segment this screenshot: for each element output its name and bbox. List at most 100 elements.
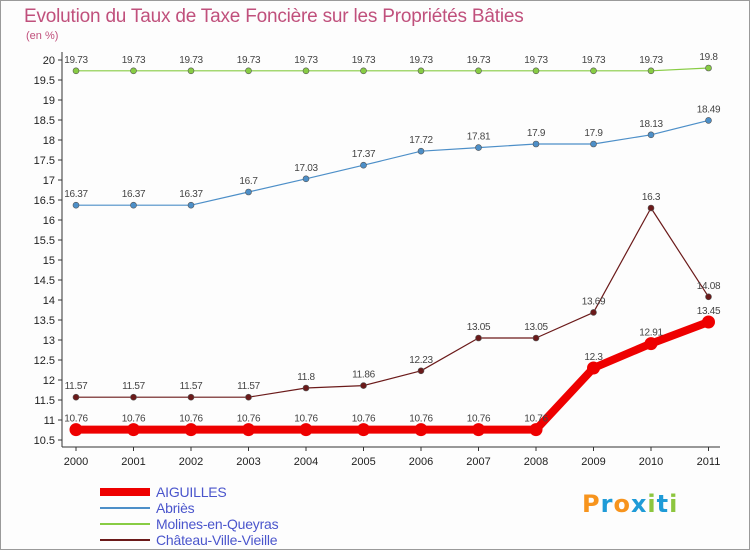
data-point-chateau-ville-vieille — [302, 384, 310, 392]
y-tick-label: 13 — [43, 335, 55, 347]
data-label-aiguilles: 10.76 — [352, 414, 376, 425]
data-label-abries: 16.37 — [179, 189, 203, 200]
data-label-chateau-ville-vieille: 11.57 — [122, 381, 146, 392]
data-label-chateau-ville-vieille: 11.86 — [352, 370, 376, 381]
data-point-chateau-ville-vieille — [72, 393, 80, 401]
y-tick-label: 16.5 — [34, 195, 55, 207]
legend-label: Château-Ville-Vieille — [156, 532, 278, 548]
data-point-chateau-ville-vieille — [647, 204, 655, 212]
data-point-abries — [532, 140, 540, 148]
data-label-abries: 16.7 — [239, 176, 258, 187]
data-point-abries — [130, 201, 137, 209]
x-tick-label: 2004 — [294, 456, 318, 468]
data-label-abries: 17.72 — [409, 135, 433, 146]
data-point-aiguilles — [414, 423, 428, 437]
legend-item: AIGUILLES — [100, 484, 278, 500]
y-tick-label: 18.5 — [34, 115, 55, 127]
data-label-chateau-ville-vieille: 12.23 — [409, 355, 433, 366]
data-point-aiguilles — [529, 423, 543, 437]
series-line-chateau-ville-vieille — [76, 207, 710, 398]
data-point-molines-en-queyras — [245, 67, 252, 75]
data-point-aiguilles — [587, 361, 600, 375]
data-label-abries: 16.37 — [122, 189, 146, 200]
data-point-molines-en-queyras — [130, 67, 137, 75]
legend-swatch — [100, 523, 150, 525]
x-tick-label: 2010 — [639, 456, 663, 468]
data-label-molines-en-queyras: 19.73 — [352, 55, 376, 66]
data-label-chateau-ville-vieille: 14.08 — [697, 281, 721, 292]
x-tick-label: 2009 — [581, 456, 605, 468]
legend-swatch — [100, 507, 150, 509]
data-label-molines-en-queyras: 19.73 — [122, 55, 146, 66]
legend-swatch — [100, 539, 150, 541]
data-label-molines-en-queyras: 19.73 — [179, 55, 203, 66]
y-tick-label: 15.5 — [34, 235, 55, 247]
y-tick-label: 14 — [43, 295, 55, 307]
data-point-aiguilles — [69, 423, 83, 437]
x-tick-label: 2001 — [121, 456, 145, 468]
data-label-abries: 18.49 — [697, 104, 721, 115]
data-point-aiguilles — [472, 423, 485, 437]
x-tick-label: 2002 — [179, 456, 203, 468]
legend: AIGUILLES Abriès Molines-en-Queyras Château… — [100, 484, 279, 548]
x-tick-label: 2007 — [466, 456, 490, 468]
y-tick-label: 19 — [43, 95, 55, 107]
y-tick-label: 12.5 — [34, 355, 55, 367]
data-label-aiguilles: 10.76 — [294, 414, 318, 425]
data-point-molines-en-queyras — [475, 67, 482, 75]
y-tick-label: 15 — [43, 255, 55, 267]
data-point-chateau-ville-vieille — [417, 367, 425, 375]
y-tick-label: 11.5 — [34, 395, 55, 407]
data-label-chateau-ville-vieille: 11.57 — [65, 381, 89, 392]
x-tick-label: 2011 — [697, 456, 721, 468]
data-label-aiguilles: 10.76 — [122, 414, 146, 425]
data-point-chateau-ville-vieille — [130, 393, 137, 401]
legend-label: Molines-en-Queyras — [156, 516, 279, 532]
data-label-aiguilles: 10.76 — [237, 414, 261, 425]
data-point-molines-en-queyras — [360, 67, 367, 75]
data-label-chateau-ville-vieille: 11.8 — [297, 372, 315, 383]
y-tick-label: 10.5 — [34, 435, 55, 447]
legend-item: Molines-en-Queyras — [100, 516, 279, 532]
x-tick-label: 2000 — [64, 456, 88, 468]
legend-label: AIGUILLES — [156, 484, 227, 500]
y-tick-label: 18 — [43, 135, 55, 147]
data-point-abries — [417, 147, 425, 155]
y-tick-label: 14.5 — [34, 275, 55, 287]
data-point-molines-en-queyras — [187, 67, 195, 75]
data-label-chateau-ville-vieille: 13.69 — [582, 296, 606, 307]
x-tick-label: 2006 — [409, 456, 433, 468]
data-point-chateau-ville-vieille — [360, 382, 367, 389]
data-label-molines-en-queyras: 19.73 — [409, 55, 433, 66]
data-label-chateau-ville-vieille: 13.05 — [467, 322, 491, 333]
data-label-molines-en-queyras: 19.8 — [699, 52, 718, 63]
data-label-molines-en-queyras: 19.73 — [237, 55, 261, 66]
data-label-abries: 17.37 — [352, 149, 376, 160]
legend-item: Abriès — [100, 500, 278, 516]
data-point-abries — [302, 175, 310, 183]
x-tick-label: 2008 — [524, 456, 548, 468]
x-tick-label: 2005 — [351, 456, 375, 468]
data-point-abries — [245, 188, 252, 196]
y-tick-label: 11 — [44, 415, 55, 427]
y-tick-label: 17.5 — [34, 155, 55, 167]
chart-title: Evolution du Taux de Taxe Foncière sur l… — [24, 6, 524, 27]
data-label-molines-en-queyras: 19.73 — [467, 55, 491, 66]
data-point-abries — [705, 117, 712, 124]
data-label-chateau-ville-vieille: 13.05 — [524, 322, 548, 333]
x-tick-label: 2003 — [236, 456, 260, 468]
y-tick-label: 12 — [43, 375, 55, 387]
data-label-molines-en-queyras: 19.73 — [582, 55, 606, 66]
data-point-abries — [647, 131, 655, 139]
data-point-chateau-ville-vieille — [187, 393, 195, 401]
data-point-aiguilles — [644, 337, 658, 351]
data-point-abries — [360, 161, 367, 169]
data-point-chateau-ville-vieille — [590, 309, 597, 316]
series-line-abries — [76, 119, 709, 206]
data-point-aiguilles — [127, 423, 140, 437]
data-label-chateau-ville-vieille: 11.57 — [237, 381, 261, 392]
data-label-molines-en-queyras: 19.73 — [639, 55, 663, 66]
data-label-aiguilles: 12.91 — [639, 328, 663, 339]
data-label-aiguilles: 13.45 — [697, 306, 721, 317]
